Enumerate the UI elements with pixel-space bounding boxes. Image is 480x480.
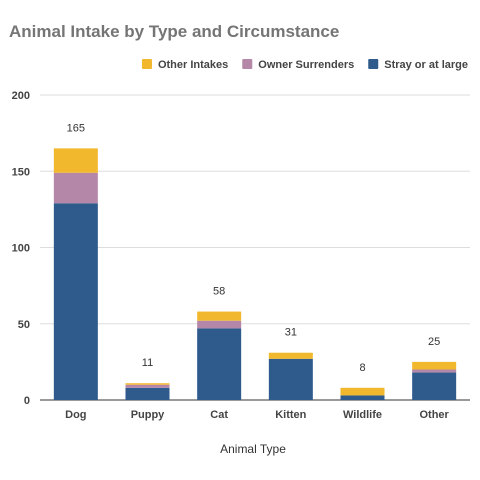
legend-item: Owner Surrenders xyxy=(242,59,354,71)
bar-segment xyxy=(340,387,385,396)
legend-label: Owner Surrenders xyxy=(258,59,354,71)
x-tick-label: Dog xyxy=(65,409,86,421)
bar-segment xyxy=(268,352,313,359)
gridlines xyxy=(40,94,470,401)
total-label: 8 xyxy=(359,362,365,374)
bar-segment xyxy=(53,203,98,400)
bars xyxy=(53,148,457,400)
x-tick-label: Cat xyxy=(210,409,228,421)
bar-segment xyxy=(125,384,170,388)
y-tick-label: 200 xyxy=(12,90,30,102)
x-axis-ticks: Dog Puppy Cat Kitten Wildlife Other xyxy=(65,409,449,421)
legend: Other Intakes Owner Surrenders Stray or at… xyxy=(141,59,468,71)
bar-segment xyxy=(197,328,242,400)
y-axis-ticks: 0 50 100 150 200 xyxy=(12,90,30,407)
bar-segment xyxy=(412,369,457,373)
legend-swatch xyxy=(242,59,253,69)
bar-segment xyxy=(53,172,98,204)
x-axis-label: Animal Type xyxy=(220,442,286,456)
x-tick-label: Other xyxy=(419,409,449,421)
x-tick-label: Kitten xyxy=(275,409,306,421)
chart-title: Animal Intake by Type and Circumstance xyxy=(9,22,340,41)
bar-segment xyxy=(197,320,242,329)
bar-segment xyxy=(125,387,170,400)
total-label: 58 xyxy=(213,286,225,298)
total-label: 165 xyxy=(67,122,85,134)
total-labels: 165 11 58 31 8 25 xyxy=(67,122,441,373)
legend-item: Stray or at large xyxy=(368,59,468,71)
x-tick-label: Wildlife xyxy=(343,409,382,421)
legend-swatch xyxy=(141,59,152,69)
bar-segment xyxy=(412,361,457,370)
total-label: 31 xyxy=(285,327,297,339)
bar-segment xyxy=(53,148,98,173)
y-tick-label: 100 xyxy=(12,243,30,255)
bar-segment xyxy=(125,383,170,385)
bar-segment xyxy=(412,372,457,400)
y-tick-label: 0 xyxy=(24,395,30,407)
legend-label: Other Intakes xyxy=(158,59,228,71)
total-label: 25 xyxy=(428,336,440,348)
legend-item: Other Intakes xyxy=(141,59,228,71)
bar-segment xyxy=(197,311,242,321)
y-tick-label: 150 xyxy=(12,166,30,178)
legend-label: Stray or at large xyxy=(384,59,468,71)
y-tick-label: 50 xyxy=(18,319,30,331)
bar-segment xyxy=(268,358,313,400)
bar-segment xyxy=(340,395,385,400)
legend-swatch xyxy=(368,59,379,69)
x-tick-label: Puppy xyxy=(131,409,165,421)
total-label: 11 xyxy=(142,357,153,369)
